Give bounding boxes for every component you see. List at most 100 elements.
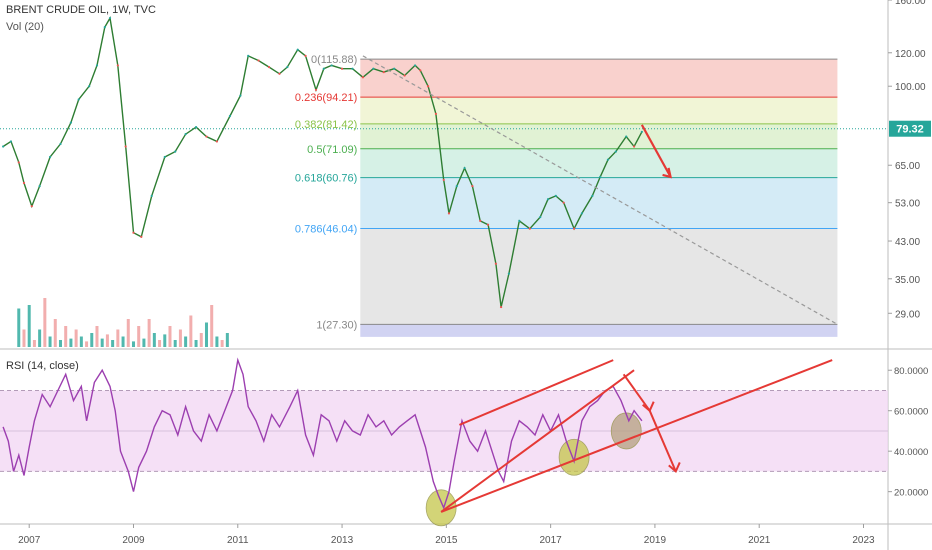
- price-point: [194, 126, 198, 129]
- price-point: [38, 185, 41, 188]
- volume-bar: [22, 329, 26, 347]
- fib-zone: [360, 148, 838, 178]
- volume-bar: [58, 340, 62, 347]
- price-point: [486, 223, 490, 226]
- fib-level-label: 0.382(81.42): [295, 119, 357, 131]
- price-tick-label: 35.00: [895, 275, 920, 286]
- price-point: [215, 140, 219, 143]
- volume-bar: [105, 334, 109, 347]
- price-point: [95, 64, 99, 67]
- price-point: [69, 121, 73, 124]
- price-point: [413, 64, 417, 67]
- volume-bar: [204, 322, 208, 347]
- fib-level-label: 0.618(60.76): [295, 173, 357, 185]
- price-point: [239, 94, 242, 97]
- volume-bar: [225, 333, 229, 347]
- time-tick-label: 2011: [227, 535, 249, 546]
- price-point: [479, 219, 482, 222]
- rsi-tick-label: 80.0000: [894, 366, 928, 377]
- price-point: [580, 212, 584, 215]
- fib-zone: [360, 59, 838, 98]
- time-tick-label: 2019: [644, 535, 667, 546]
- price-point: [340, 67, 344, 70]
- rsi-arrow-shaft: [648, 410, 677, 472]
- volume-bar: [116, 329, 120, 347]
- fib-level-label: 0.786(46.04): [295, 223, 357, 235]
- price-point: [546, 198, 550, 201]
- fib-level-label: 0(115.88): [311, 54, 357, 66]
- volume-bar: [53, 319, 57, 347]
- price-point: [507, 272, 511, 275]
- rsi-highlight-circle: [425, 489, 457, 527]
- current-price-label: 79.32: [896, 124, 924, 136]
- rsi-channel-line: [440, 369, 635, 513]
- price-point: [247, 54, 250, 57]
- price-point: [17, 161, 20, 164]
- time-tick-label: 2023: [852, 535, 875, 546]
- volume-bar: [43, 298, 47, 347]
- price-point: [88, 85, 91, 88]
- rsi-tick-label: 60.0000: [894, 407, 928, 418]
- rsi-arrow-head: [668, 462, 681, 474]
- price-point: [632, 145, 636, 148]
- price-point: [108, 16, 112, 20]
- rsi-arrow-shaft: [622, 373, 651, 412]
- volume-bar: [210, 305, 214, 347]
- rsi-channel-line: [458, 359, 614, 426]
- price-point: [351, 67, 354, 70]
- volume-label: Vol (20): [6, 21, 44, 33]
- volume-bar: [64, 326, 68, 347]
- price-point: [103, 26, 106, 29]
- price-point: [494, 262, 497, 265]
- price-point: [554, 194, 557, 197]
- volume-bar: [173, 340, 177, 347]
- volume-bar: [184, 336, 188, 347]
- price-point: [419, 69, 422, 72]
- price-point: [296, 48, 299, 51]
- price-point: [625, 135, 628, 138]
- rsi-series-line: [2, 357, 643, 510]
- volume-bar: [189, 315, 193, 347]
- price-point: [163, 155, 166, 159]
- price-point: [591, 194, 594, 197]
- time-tick-label: 2017: [540, 535, 563, 546]
- volume-bar: [85, 341, 89, 347]
- rsi-tick-label: 40.0000: [894, 447, 928, 458]
- volume-bar: [131, 341, 135, 347]
- fib-level-label: 0.236(94.21): [295, 92, 357, 104]
- chart-title: BRENT CRUDE OIL, 1W, TVC: [6, 4, 156, 16]
- rsi-label: RSI (14, close): [6, 360, 79, 372]
- volume-bar: [95, 326, 99, 347]
- price-point: [372, 67, 375, 70]
- volume-bar: [121, 336, 125, 347]
- price-point: [174, 150, 177, 153]
- fib-zone: [360, 177, 838, 229]
- price-point: [257, 59, 260, 62]
- time-tick-label: 2009: [122, 535, 145, 546]
- price-tick-label: 43.00: [895, 237, 920, 248]
- fib-level-label: 1(27.30): [316, 319, 357, 331]
- current-price-badge: [889, 120, 931, 137]
- price-point: [314, 88, 318, 92]
- volume-bar: [38, 329, 42, 347]
- price-point: [499, 305, 503, 309]
- price-point: [132, 231, 135, 234]
- volume-bar: [27, 305, 31, 347]
- price-point: [599, 175, 602, 178]
- price-tick-label: 100.00: [895, 82, 926, 93]
- volume-bar: [147, 319, 151, 347]
- time-tick-label: 2015: [435, 535, 458, 546]
- volume-bar: [74, 329, 78, 347]
- rsi-channel-line: [440, 359, 833, 513]
- price-point: [330, 64, 333, 67]
- fib-zone: [360, 97, 838, 124]
- price-arrow-shaft: [640, 124, 672, 178]
- price-point: [447, 212, 451, 215]
- price-tick-label: 160.00: [895, 0, 926, 7]
- price-point: [393, 67, 396, 70]
- price-point: [322, 67, 325, 70]
- price-point: [150, 194, 153, 197]
- price-point: [403, 74, 406, 77]
- volume-bar: [100, 338, 104, 347]
